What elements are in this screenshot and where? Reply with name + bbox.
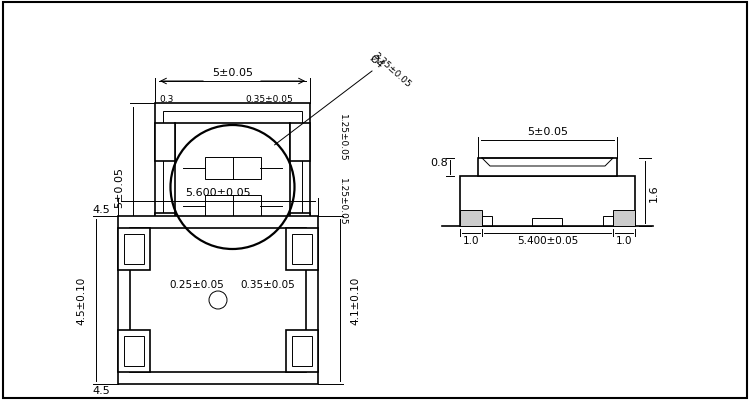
Bar xyxy=(460,211,482,227)
Bar xyxy=(130,229,306,372)
Text: 5±0.05: 5±0.05 xyxy=(212,68,253,78)
Text: 0.35±0.05: 0.35±0.05 xyxy=(241,279,296,289)
Bar xyxy=(286,330,318,372)
Bar xyxy=(286,229,318,270)
Text: 5.600±0.05: 5.600±0.05 xyxy=(185,188,250,198)
Bar xyxy=(175,124,290,251)
Bar xyxy=(118,330,150,372)
Text: 4.1±0.10: 4.1±0.10 xyxy=(350,276,360,324)
Bar xyxy=(532,219,562,227)
Bar xyxy=(163,112,302,263)
Bar xyxy=(155,213,175,251)
Text: 1.25±0.05: 1.25±0.05 xyxy=(338,177,346,225)
Bar xyxy=(290,213,310,251)
Bar xyxy=(118,229,150,270)
Bar xyxy=(155,124,175,162)
Bar xyxy=(292,235,312,264)
Text: 3.35±0.05: 3.35±0.05 xyxy=(371,51,413,89)
Text: 1.0: 1.0 xyxy=(616,235,632,245)
Text: 5±0.05: 5±0.05 xyxy=(527,127,568,137)
Bar xyxy=(290,124,310,162)
Text: 1.6: 1.6 xyxy=(649,184,659,201)
Bar xyxy=(155,104,310,271)
Text: 0.3: 0.3 xyxy=(160,94,174,103)
Bar xyxy=(482,217,492,227)
Text: 5.400±0.05: 5.400±0.05 xyxy=(517,235,578,245)
Bar xyxy=(292,336,312,366)
Bar xyxy=(124,235,144,264)
Bar xyxy=(124,336,144,366)
Text: 4.5: 4.5 xyxy=(92,205,110,215)
Text: 5±0.05: 5±0.05 xyxy=(114,167,124,208)
Bar xyxy=(613,211,635,227)
Text: Ø4: Ø4 xyxy=(368,53,385,71)
Text: 1.25±0.05: 1.25±0.05 xyxy=(338,113,346,161)
Text: 4.5±0.10: 4.5±0.10 xyxy=(76,276,86,324)
Bar xyxy=(118,217,318,384)
Text: 1.0: 1.0 xyxy=(463,235,479,245)
Text: 4.5: 4.5 xyxy=(92,385,110,395)
Text: 0.25±0.05: 0.25±0.05 xyxy=(170,279,224,289)
Bar xyxy=(205,196,260,217)
Text: 0.8: 0.8 xyxy=(430,158,448,168)
Bar xyxy=(460,176,635,227)
Bar xyxy=(603,217,613,227)
Bar xyxy=(478,159,617,176)
Bar xyxy=(205,158,260,180)
Text: 0.35±0.05: 0.35±0.05 xyxy=(246,94,293,103)
